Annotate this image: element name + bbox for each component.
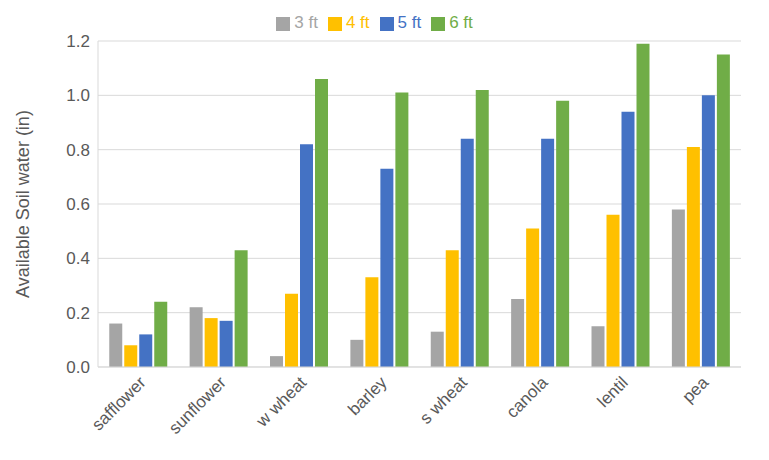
svg-text:0.0: 0.0 (66, 358, 90, 377)
svg-text:0.6: 0.6 (66, 195, 90, 214)
svg-text:pea: pea (679, 373, 713, 407)
html-text:4 ft: 4 ft (345, 13, 370, 32)
svg-text:1.0: 1.0 (66, 86, 90, 105)
svg-text:s wheat: s wheat (416, 373, 471, 428)
html-text:6 ft: 6 ft (449, 13, 473, 32)
svg-text:canola: canola (503, 373, 552, 422)
svg-text:0.2: 0.2 (66, 304, 90, 323)
svg-text:0.4: 0.4 (66, 249, 90, 268)
svg-text:sunflower: sunflower (165, 373, 230, 438)
svg-text:1.2: 1.2 (66, 32, 90, 51)
html-text:5 ft: 5 ft (397, 13, 422, 32)
html-text:3 ft: 3 ft (294, 13, 318, 32)
svg-text:safflower: safflower (88, 373, 150, 435)
svg-text:barley: barley (344, 373, 391, 420)
svg-text:lentil: lentil (594, 373, 632, 411)
svg-text:0.8: 0.8 (66, 141, 90, 160)
svg-text:Available Soil water (in): Available Soil water (in) (13, 110, 33, 298)
svg-text:w wheat: w wheat (252, 373, 310, 431)
